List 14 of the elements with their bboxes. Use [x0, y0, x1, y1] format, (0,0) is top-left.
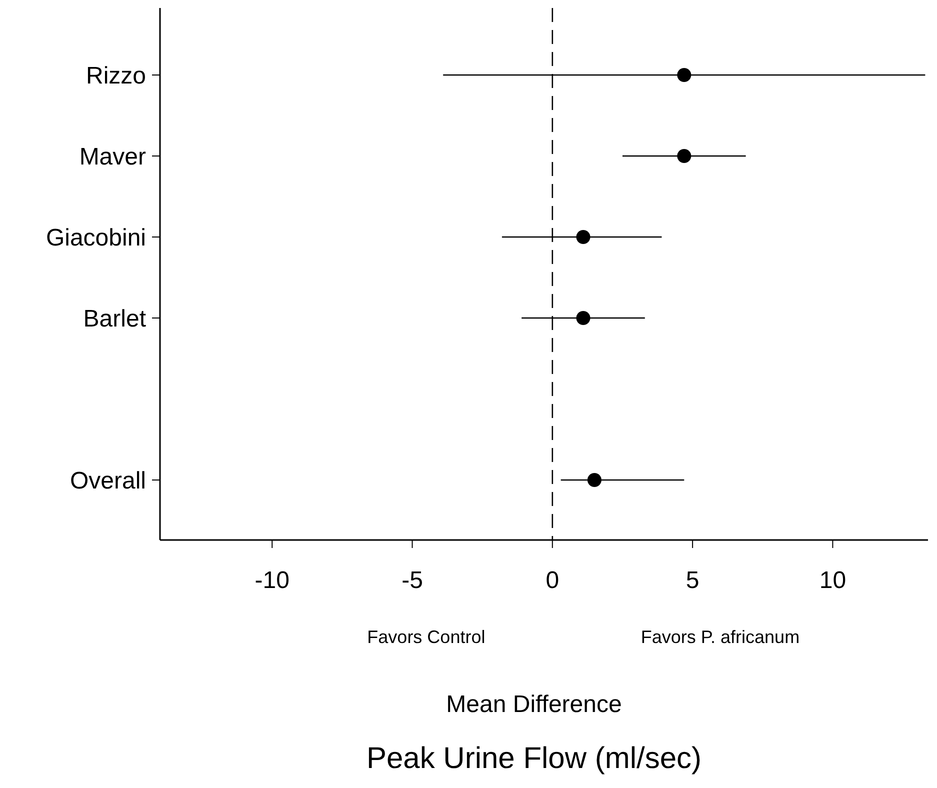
x-tick-label: 5: [686, 567, 700, 594]
y-tick-label: Maver: [79, 143, 146, 170]
text: Peak Urine Flow (ml/sec): [366, 742, 702, 775]
text: Favors P. africanum: [640, 627, 800, 647]
x-tick-label: 0: [546, 567, 560, 594]
text: Favors Control: [367, 627, 486, 647]
x-tick-label: -10: [254, 567, 290, 594]
x-axis-title: Mean Difference: [446, 691, 622, 718]
y-tick-label: Giacobini: [46, 224, 146, 252]
x-tick-label: 10: [819, 567, 846, 594]
y-tick-label: Rizzo: [86, 62, 146, 90]
y-tick-label: Overall: [70, 467, 146, 494]
x-tick-label: -5: [402, 567, 423, 594]
y-tick-label: Barlet: [83, 305, 146, 332]
